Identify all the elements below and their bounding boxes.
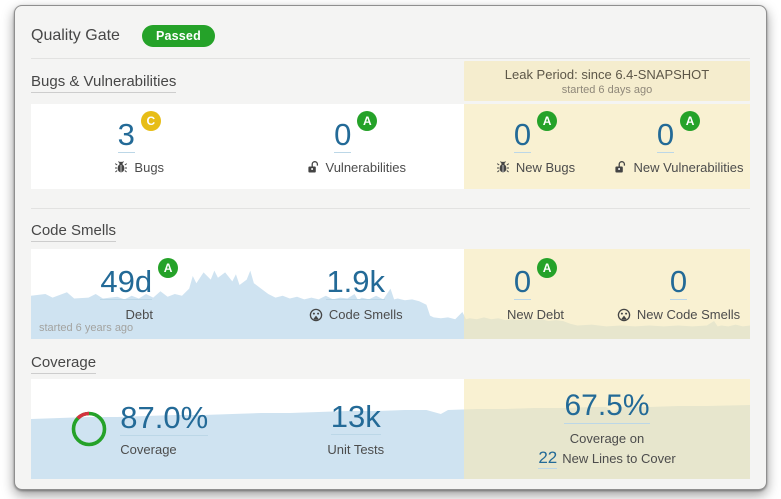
coverage-donut-chart (71, 411, 107, 447)
bugs-section-header: Bugs & Vulnerabilities Leak Period: sinc… (31, 61, 750, 101)
debt-label: Debt (125, 307, 153, 322)
code-smells-metrics-row: started 6 years ago 49d A Debt 1.9k (31, 249, 750, 339)
metric-new-debt: 0 A New Debt (464, 249, 607, 339)
divider (31, 208, 750, 209)
coverage-value[interactable]: 87.0% (120, 399, 209, 436)
leak-zone (464, 104, 750, 189)
metric-unit-tests: 13k Unit Tests (248, 379, 465, 479)
metric-coverage: 87.0% Coverage (31, 379, 248, 479)
divider (31, 58, 750, 59)
code-smells-section-title[interactable]: Code Smells (31, 222, 750, 246)
new-coverage-label-line1: Coverage on (569, 430, 645, 446)
metric-code-smells: 1.9k Code Smells (248, 249, 465, 339)
open-lock-icon (307, 161, 318, 173)
leak-period-subtitle: started 6 days ago (561, 83, 653, 96)
bugs-value[interactable]: 3 (117, 116, 135, 153)
code-smell-icon (309, 308, 323, 321)
new-bugs-label: New Bugs (515, 159, 576, 175)
metric-new-code-smells: 0 New Code Smells (607, 249, 750, 339)
new-bugs-rating-badge: A (537, 110, 558, 131)
vulnerabilities-value[interactable]: 0 (334, 116, 352, 153)
new-bugs-value[interactable]: 0 (513, 116, 532, 153)
metric-new-bugs: 0 A (464, 104, 607, 189)
new-coverage-label-line2: New Lines to Cover (562, 450, 676, 466)
quality-gate-status-badge[interactable]: Passed (141, 25, 215, 47)
new-code-smells-value[interactable]: 0 (669, 264, 688, 300)
code-smell-icon (617, 308, 631, 321)
quality-gate-label: Quality Gate (31, 27, 120, 44)
vulnerabilities-label: Vulnerabilities (325, 159, 406, 175)
new-debt-rating-badge: A (537, 258, 558, 278)
new-debt-value[interactable]: 0 (513, 264, 532, 300)
metric-vulnerabilities: 0 A Vulnerabilities (248, 104, 465, 189)
debt-rating-badge: A (158, 258, 179, 278)
bug-icon (115, 161, 128, 173)
coverage-label: Coverage (120, 441, 177, 457)
metric-new-coverage: 67.5% Coverage on 22 New Lines to Cover (464, 379, 750, 479)
leak-zone (464, 379, 750, 479)
bugs-metrics-row: 3 C (31, 104, 750, 189)
coverage-section-title[interactable]: Coverage (31, 354, 750, 376)
unit-tests-label: Unit Tests (327, 442, 385, 457)
new-vulnerabilities-label: New Vulnerabilities (633, 159, 744, 175)
bug-icon (496, 161, 509, 173)
leak-zone (464, 249, 750, 339)
new-coverage-value[interactable]: 67.5% (564, 388, 650, 424)
vulnerabilities-rating-badge: A (357, 110, 378, 131)
quality-gate-row: Quality Gate Passed (31, 23, 750, 49)
leak-period-title: Leak Period: since 6.4-SNAPSHOT (504, 66, 710, 82)
new-vulnerabilities-value[interactable]: 0 (656, 116, 675, 153)
new-code-smells-label: New Code Smells (636, 307, 741, 322)
new-vulnerabilities-rating-badge: A (680, 110, 701, 131)
leak-period-header: Leak Period: since 6.4-SNAPSHOT started … (464, 61, 750, 101)
project-overview-card: Quality Gate Passed Bugs & Vulnerabiliti… (14, 5, 767, 490)
bugs-section-title[interactable]: Bugs & Vulnerabilities (31, 72, 464, 93)
debt-value[interactable]: 49d (100, 264, 153, 300)
code-smells-history-chart (31, 270, 750, 339)
coverage-metrics-row: 87.0% Coverage 13k Unit Tests (31, 379, 750, 479)
code-smells-value[interactable]: 1.9k (326, 264, 386, 300)
bugs-label: Bugs (134, 159, 165, 175)
metric-bugs: 3 C (31, 104, 248, 189)
unit-tests-value[interactable]: 13k (330, 399, 381, 435)
metric-debt: 49d A Debt (31, 249, 248, 339)
history-start-note: started 6 years ago (39, 322, 134, 334)
bugs-rating-badge: C (140, 110, 161, 131)
open-lock-icon (615, 161, 626, 173)
new-debt-label: New Debt (506, 307, 565, 322)
metric-new-vulnerabilities: 0 A New Vulnerabilities (607, 104, 750, 189)
new-lines-to-cover-value[interactable]: 22 (538, 447, 558, 469)
code-smells-label: Code Smells (328, 307, 403, 322)
